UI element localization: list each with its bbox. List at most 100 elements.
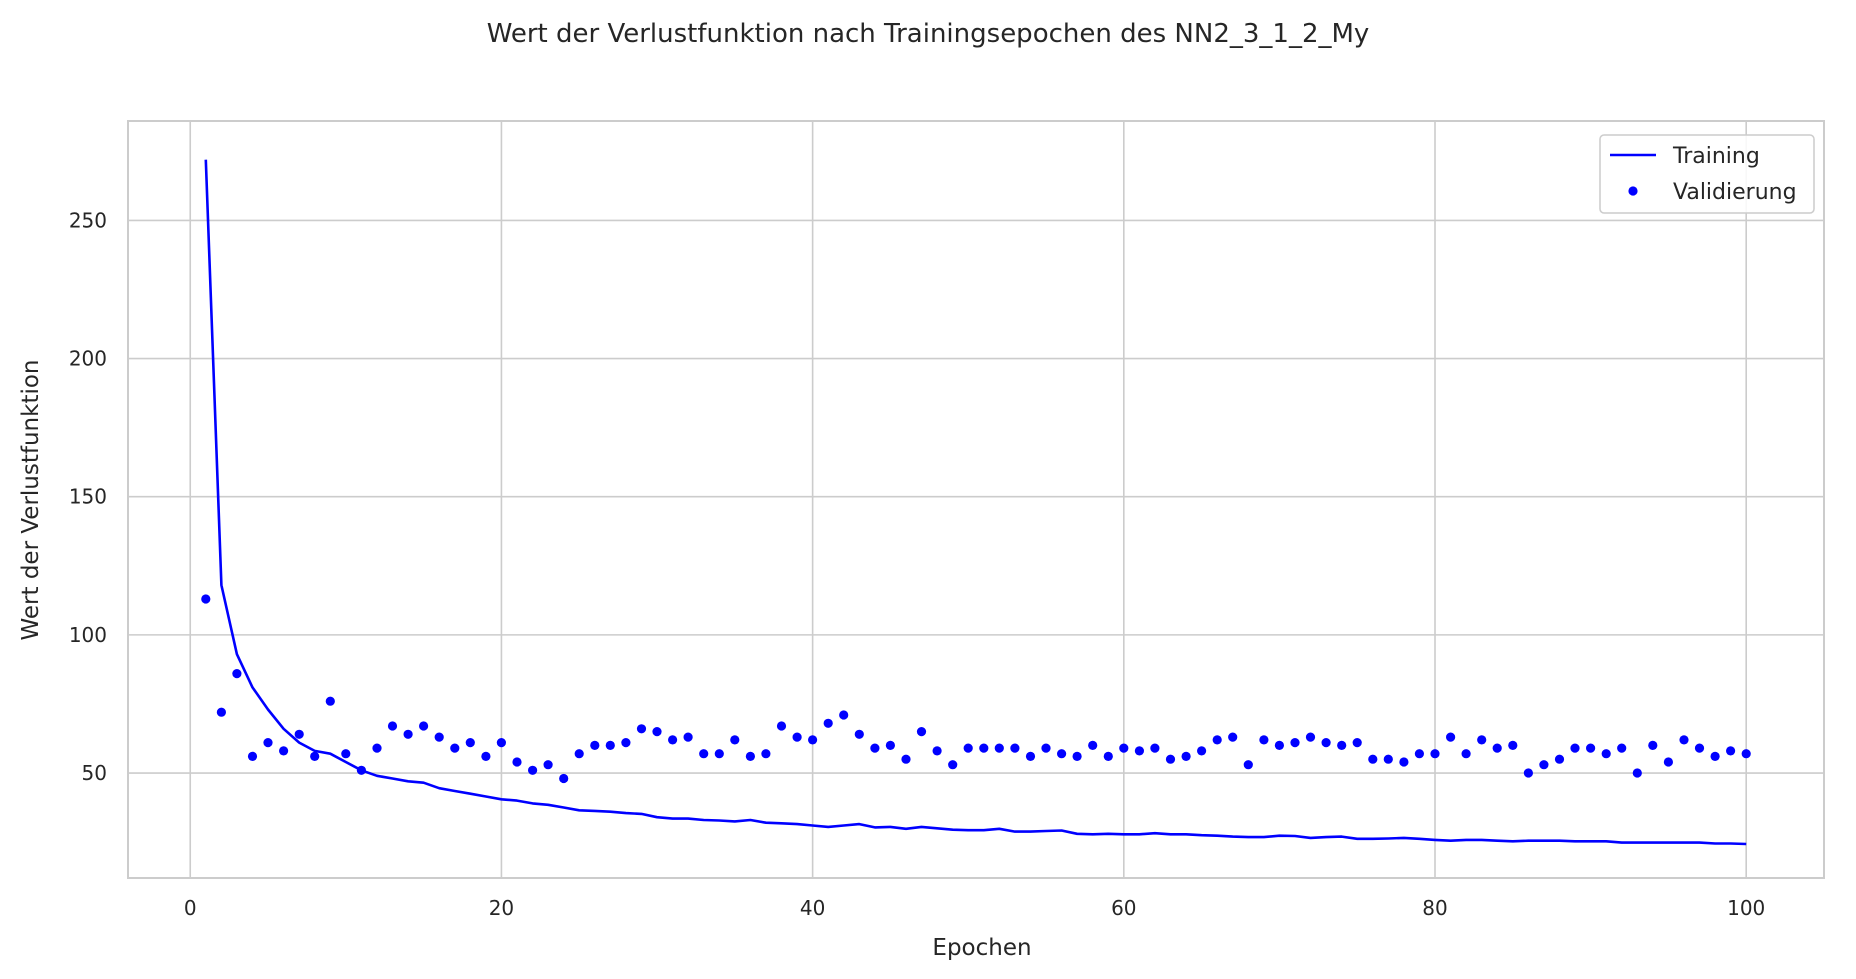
validation-point — [1570, 743, 1580, 753]
validation-point — [1414, 749, 1424, 759]
validation-point — [870, 743, 880, 753]
validation-point — [636, 724, 647, 734]
training-line — [204, 159, 1747, 846]
validation-point — [1477, 735, 1487, 745]
validation-point — [356, 765, 366, 775]
validation-point — [481, 751, 491, 762]
validation-point — [559, 773, 569, 784]
validation-point — [1212, 735, 1222, 745]
validation-point — [776, 721, 787, 731]
validation-point — [201, 594, 211, 604]
validation-point — [1165, 754, 1176, 764]
validation-point — [590, 740, 600, 751]
validation-point — [1337, 740, 1347, 751]
validation-point — [1150, 743, 1160, 753]
validation-point — [543, 760, 553, 770]
validation-point — [1057, 749, 1067, 759]
validation-point — [839, 710, 849, 720]
x-tick-label: 100 — [1727, 896, 1765, 920]
validation-point — [1617, 743, 1627, 753]
x-tick-label: 60 — [1111, 896, 1136, 920]
validation-point — [1679, 735, 1689, 745]
series-layer — [201, 159, 1751, 846]
grid-lines — [128, 121, 1824, 878]
validation-point — [948, 760, 958, 770]
validation-point — [1601, 749, 1611, 759]
validation-point — [1663, 757, 1673, 767]
validation-point — [419, 721, 429, 731]
validation-point — [1446, 732, 1456, 742]
validation-point — [1586, 743, 1596, 753]
validation-point — [714, 749, 724, 759]
legend: Training Validierung — [1599, 134, 1815, 214]
y-tick-label: 150 — [69, 485, 107, 509]
validation-point — [247, 751, 258, 762]
validation-point — [699, 749, 709, 759]
validation-point — [1072, 751, 1082, 762]
validation-point — [1648, 740, 1658, 751]
validation-point — [1181, 751, 1191, 762]
validation-point — [1025, 751, 1036, 762]
validation-point — [310, 751, 320, 762]
legend-label: Validierung — [1673, 180, 1797, 205]
validation-point — [1632, 768, 1642, 778]
validation-point — [808, 735, 818, 745]
validation-point — [1321, 738, 1331, 748]
validation-point — [605, 740, 615, 751]
validation-point — [730, 735, 740, 745]
validation-point — [1259, 735, 1269, 745]
validation-point — [1539, 760, 1549, 770]
x-tick-label: 40 — [800, 896, 825, 920]
chart-title: Wert der Verlustfunktion nach Trainingse… — [487, 19, 1370, 49]
validation-point — [916, 727, 927, 737]
validation-point — [1430, 749, 1440, 759]
validation-point — [885, 740, 896, 751]
validation-point — [1041, 743, 1051, 753]
x-tick-label: 80 — [1422, 896, 1447, 920]
validation-point — [668, 735, 678, 745]
validation-point — [1694, 743, 1705, 753]
validation-point — [387, 721, 398, 731]
validation-point — [294, 729, 304, 739]
validation-point — [1088, 740, 1098, 751]
validation-point — [854, 729, 864, 739]
validation-point — [652, 727, 662, 737]
x-tick-label: 20 — [489, 896, 514, 920]
validation-point — [1243, 760, 1253, 770]
validation-point — [341, 749, 351, 759]
plot-frame — [127, 120, 1825, 879]
validation-point — [621, 738, 631, 748]
validation-point — [1134, 746, 1144, 756]
validation-point — [994, 743, 1004, 753]
validation-point — [216, 707, 226, 717]
validation-point — [792, 732, 802, 742]
legend-point-marker — [1628, 186, 1638, 196]
validation-point — [434, 732, 444, 742]
validation-point — [1554, 754, 1565, 764]
validation-point — [496, 738, 506, 748]
validation-point — [1399, 757, 1409, 767]
validation-point — [1352, 738, 1362, 748]
validation-point — [823, 718, 833, 728]
validation-point — [1741, 749, 1751, 759]
x-tick-label: 0 — [184, 896, 197, 920]
validation-point — [465, 738, 475, 748]
x-axis-label: Epochen — [932, 935, 1031, 961]
y-tick-label: 50 — [82, 761, 107, 785]
validation-point — [1383, 754, 1393, 764]
validation-point — [1726, 746, 1736, 756]
y-tick-label: 200 — [69, 347, 107, 371]
validation-point — [1368, 754, 1378, 764]
validation-point — [450, 743, 460, 753]
validation-point — [932, 746, 942, 756]
y-axis-label: Wert der Verlustfunktion — [18, 360, 44, 641]
validation-point — [1305, 732, 1316, 742]
validation-point — [901, 754, 911, 764]
validation-point — [512, 757, 522, 767]
validation-point — [528, 765, 538, 775]
validation-point — [1197, 746, 1207, 756]
validation-point — [683, 732, 693, 742]
validation-point — [963, 743, 973, 753]
validation-point — [1290, 738, 1300, 748]
